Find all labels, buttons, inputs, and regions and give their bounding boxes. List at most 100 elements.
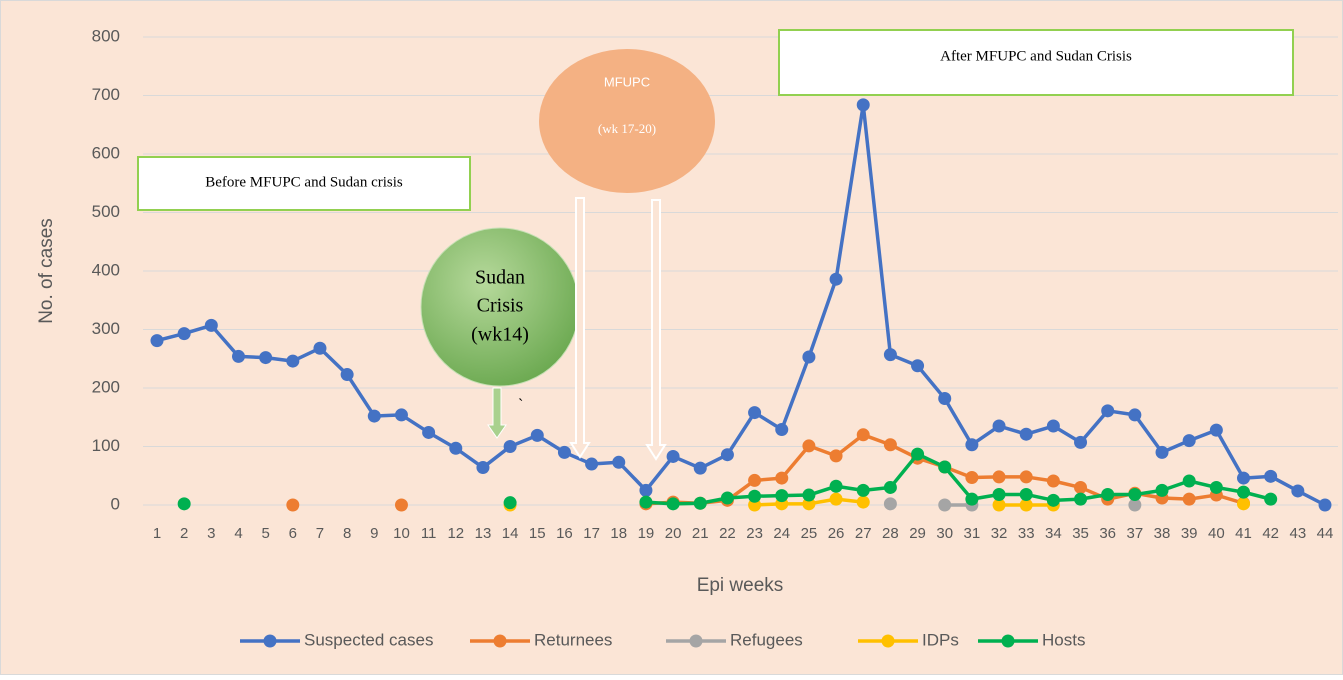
- x-tick-label: 40: [1208, 525, 1225, 542]
- annotation: Before MFUPC and Sudan crisis: [205, 174, 403, 190]
- data-point: [883, 348, 897, 362]
- data-point: [965, 471, 979, 485]
- x-tick-label: 2: [180, 525, 188, 542]
- data-point: [204, 318, 218, 332]
- legend-item: Returnees: [470, 630, 612, 649]
- data-point: [1209, 423, 1223, 437]
- y-tick-label: 300: [92, 319, 120, 338]
- x-tick-label: 14: [502, 525, 519, 542]
- legend-label: Hosts: [1042, 630, 1085, 649]
- y-tick-label: 400: [92, 260, 120, 279]
- data-point: [259, 351, 273, 365]
- x-tick-label: 8: [343, 525, 351, 542]
- annotation: Sudan: [475, 267, 525, 289]
- x-tick-label: 26: [828, 525, 845, 542]
- data-point: [612, 455, 626, 469]
- data-point: [1074, 435, 1088, 449]
- data-point: [1019, 427, 1033, 441]
- x-tick-label: 31: [964, 525, 981, 542]
- data-point: [422, 425, 436, 439]
- legend-label: Returnees: [534, 630, 612, 649]
- data-point: [1182, 492, 1196, 506]
- data-point: [829, 449, 843, 463]
- data-point: [1046, 419, 1060, 433]
- data-point: [829, 272, 843, 286]
- data-point: [693, 461, 707, 475]
- data-point: [1209, 480, 1223, 494]
- x-tick-label: 43: [1289, 525, 1306, 542]
- data-point: [286, 354, 300, 368]
- legend-marker: [689, 634, 703, 648]
- data-point: [775, 423, 789, 437]
- data-point: [1155, 483, 1169, 497]
- data-point: [1318, 498, 1332, 512]
- data-point: [1237, 471, 1251, 485]
- data-point: [748, 473, 762, 487]
- data-point: [911, 359, 925, 373]
- y-tick-label: 100: [92, 436, 120, 455]
- data-point: [720, 448, 734, 462]
- data-point: [639, 483, 653, 497]
- data-point: [775, 471, 789, 485]
- data-point: [1019, 470, 1033, 484]
- data-point: [992, 487, 1006, 501]
- data-point: [775, 489, 789, 503]
- x-tick-label: 32: [991, 525, 1008, 542]
- data-point: [938, 460, 952, 474]
- data-point: [829, 492, 843, 506]
- annotation-box: [778, 29, 1294, 96]
- data-point: [938, 392, 952, 406]
- data-point: [177, 497, 191, 511]
- data-point: [856, 428, 870, 442]
- x-tick-label: 5: [261, 525, 269, 542]
- annotation: After MFUPC and Sudan Crisis: [940, 48, 1132, 64]
- data-point: [720, 491, 734, 505]
- x-tick-label: 1: [153, 525, 161, 542]
- legend-item: Hosts: [978, 630, 1085, 649]
- annotations: Before MFUPC and Sudan crisis After MFUP…: [137, 29, 1294, 461]
- data-point: [367, 409, 381, 423]
- x-tick-label: 39: [1181, 525, 1198, 542]
- x-tick-label: 7: [316, 525, 324, 542]
- data-point: [1155, 445, 1169, 459]
- data-point: [1074, 492, 1088, 506]
- data-point: [1101, 487, 1115, 501]
- data-point: [992, 470, 1006, 484]
- data-point: [911, 447, 925, 461]
- x-tick-label: 15: [529, 525, 546, 542]
- x-tick-label: 38: [1154, 525, 1171, 542]
- data-point: [150, 334, 164, 348]
- data-point: [1128, 498, 1142, 512]
- legend-label: Suspected cases: [304, 630, 433, 649]
- data-point: [938, 498, 952, 512]
- x-tick-label: 19: [638, 525, 655, 542]
- legend-marker: [881, 634, 895, 648]
- data-point: [1182, 474, 1196, 488]
- x-tick-label: 27: [855, 525, 872, 542]
- x-tick-label: 13: [475, 525, 492, 542]
- x-tick-label: 37: [1127, 525, 1144, 542]
- data-point: [1237, 497, 1251, 511]
- data-point: [1074, 480, 1088, 494]
- annotation: (wk14): [471, 324, 529, 346]
- x-tick-label: 17: [583, 525, 600, 542]
- x-tick-label: 35: [1072, 525, 1089, 542]
- data-point: [992, 498, 1006, 512]
- data-point: [1264, 492, 1278, 506]
- data-point: [557, 445, 571, 459]
- data-point: [313, 341, 327, 355]
- y-tick-label: 600: [92, 143, 120, 162]
- data-point: [965, 492, 979, 506]
- data-point: [992, 419, 1006, 433]
- annotation: Crisis: [477, 295, 524, 317]
- annotation-box: [137, 156, 471, 211]
- legend-marker: [263, 634, 277, 648]
- x-tick-label: 24: [773, 525, 790, 542]
- x-tick-label: 11: [421, 525, 437, 542]
- data-point: [666, 497, 680, 511]
- x-axis-label: Epi weeks: [697, 575, 784, 596]
- data-point: [530, 428, 544, 442]
- arrow: [487, 387, 507, 439]
- legend-label: IDPs: [922, 630, 959, 649]
- data-point: [503, 440, 517, 453]
